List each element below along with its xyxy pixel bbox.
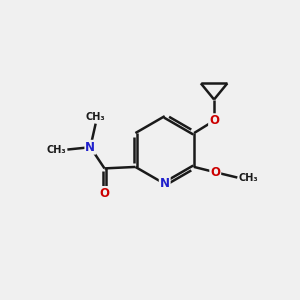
Text: CH₃: CH₃ — [86, 112, 106, 122]
Text: O: O — [100, 187, 110, 200]
Text: CH₃: CH₃ — [46, 145, 66, 154]
Text: N: N — [160, 177, 170, 190]
Text: CH₃: CH₃ — [239, 172, 258, 182]
Text: O: O — [209, 114, 219, 127]
Text: O: O — [210, 166, 220, 179]
Text: N: N — [85, 141, 95, 154]
